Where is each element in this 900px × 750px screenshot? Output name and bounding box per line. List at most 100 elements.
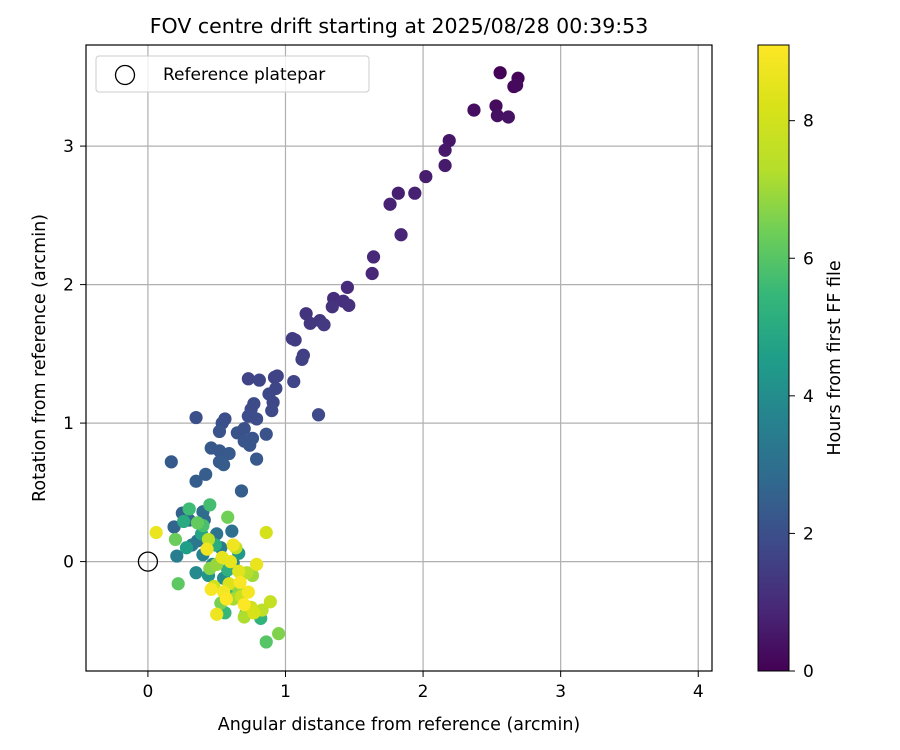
data-point bbox=[295, 352, 309, 366]
plot-frame bbox=[85, 44, 713, 672]
data-point bbox=[233, 575, 247, 589]
data-point bbox=[510, 78, 524, 92]
data-point bbox=[170, 549, 184, 563]
x-tick-label: 4 bbox=[693, 682, 704, 702]
data-point bbox=[234, 484, 249, 498]
plot-area bbox=[86, 45, 712, 671]
data-point bbox=[270, 369, 284, 383]
data-point bbox=[237, 597, 251, 612]
data-point bbox=[259, 525, 273, 540]
y-tick-label: 3 bbox=[63, 137, 74, 157]
data-point bbox=[164, 455, 178, 469]
data-point bbox=[232, 564, 246, 578]
data-point bbox=[250, 412, 264, 426]
data-point bbox=[190, 516, 205, 530]
data-point bbox=[189, 474, 203, 488]
data-point bbox=[311, 408, 326, 422]
legend-reference-marker bbox=[114, 64, 136, 86]
colorbar-gradient bbox=[757, 44, 790, 672]
data-point bbox=[250, 557, 264, 571]
y-tick-label: 2 bbox=[63, 276, 74, 296]
data-point bbox=[168, 532, 183, 547]
data-point bbox=[204, 582, 218, 596]
data-point bbox=[167, 520, 181, 534]
data-point bbox=[171, 577, 185, 591]
data-point bbox=[243, 438, 257, 452]
data-point bbox=[219, 592, 233, 606]
data-point bbox=[247, 606, 261, 620]
data-point bbox=[383, 197, 397, 211]
data-point bbox=[189, 566, 203, 580]
data-point bbox=[225, 524, 239, 538]
x-axis-ticks: 0 1 2 3 4 bbox=[142, 671, 704, 702]
colorbar-label: Hours from first FF file bbox=[825, 260, 845, 455]
x-tick-label: 1 bbox=[280, 682, 291, 702]
data-point bbox=[241, 585, 255, 599]
colorbar-tick-label: 6 bbox=[803, 249, 814, 269]
data-point bbox=[179, 541, 194, 555]
data-point bbox=[467, 103, 481, 117]
data-point bbox=[212, 424, 227, 439]
data-point bbox=[366, 250, 381, 264]
data-point bbox=[200, 542, 214, 556]
data-point bbox=[149, 525, 163, 540]
colorbar-tick-label: 2 bbox=[803, 524, 814, 544]
data-point bbox=[438, 143, 452, 157]
data-point bbox=[408, 186, 422, 200]
y-axis-label: Rotation from reference (arcmin) bbox=[30, 214, 50, 502]
data-point bbox=[241, 372, 255, 386]
data-point bbox=[222, 446, 236, 461]
data-point bbox=[177, 514, 191, 529]
y-axis-ticks: 0 1 2 3 bbox=[63, 137, 86, 573]
data-point bbox=[189, 410, 203, 425]
data-point bbox=[259, 635, 273, 649]
data-point bbox=[288, 333, 302, 347]
data-point bbox=[182, 502, 196, 516]
data-point bbox=[216, 458, 231, 472]
data-point bbox=[287, 374, 301, 389]
data-point bbox=[419, 169, 433, 184]
chart-title: FOV centre drift starting at 2025/08/28 … bbox=[150, 14, 649, 38]
data-point bbox=[490, 109, 504, 123]
y-tick-label: 1 bbox=[63, 414, 74, 434]
data-point bbox=[252, 373, 266, 387]
x-tick-label: 0 bbox=[142, 682, 153, 702]
data-point bbox=[221, 510, 235, 524]
data-point bbox=[263, 595, 277, 609]
colorbar-tick-label: 8 bbox=[803, 112, 814, 132]
data-point bbox=[210, 607, 224, 621]
grid-lines bbox=[86, 45, 712, 671]
data-point bbox=[203, 498, 217, 512]
data-point bbox=[365, 266, 379, 281]
y-tick-label: 0 bbox=[63, 553, 74, 573]
data-point bbox=[199, 467, 213, 481]
colorbar: 0 2 4 6 8 Hours from first FF file bbox=[757, 44, 845, 682]
data-point bbox=[342, 298, 356, 312]
x-tick-label: 2 bbox=[418, 682, 429, 702]
data-point bbox=[493, 66, 507, 80]
x-tick-label: 3 bbox=[555, 682, 566, 702]
data-points bbox=[149, 66, 525, 649]
legend: Reference platepar bbox=[95, 55, 370, 93]
data-point bbox=[226, 538, 240, 552]
data-point bbox=[272, 627, 286, 641]
colorbar-tick-label: 0 bbox=[803, 662, 814, 682]
data-point bbox=[391, 186, 405, 200]
data-point bbox=[250, 452, 264, 466]
x-axis-label: Angular distance from reference (arcmin) bbox=[218, 715, 581, 735]
reference-marker-group bbox=[137, 551, 159, 572]
data-point bbox=[340, 280, 355, 294]
data-point bbox=[223, 554, 238, 569]
data-point bbox=[317, 318, 331, 332]
data-point bbox=[501, 110, 515, 124]
data-point bbox=[259, 427, 273, 441]
data-point bbox=[489, 99, 503, 113]
data-point bbox=[265, 404, 279, 418]
data-point bbox=[325, 300, 339, 314]
colorbar-ticks: 0 2 4 6 8 bbox=[789, 112, 814, 682]
legend-box bbox=[95, 55, 370, 93]
legend-label-reference: Reference platepar bbox=[163, 65, 325, 85]
data-point bbox=[438, 158, 452, 173]
data-point bbox=[201, 532, 216, 547]
reference-platepar-marker bbox=[137, 551, 159, 572]
